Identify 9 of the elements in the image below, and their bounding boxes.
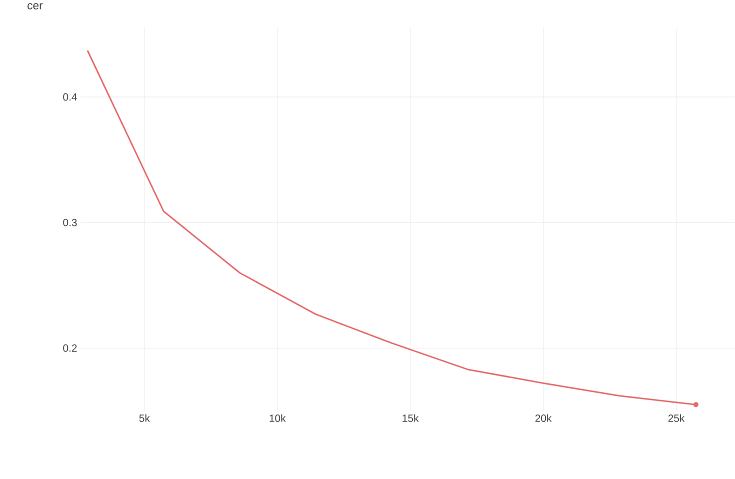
x-tick-label: 20k: [535, 414, 552, 422]
chart-title: cer: [28, 3, 43, 10]
x-tick-label: 10k: [270, 414, 286, 422]
x-tick-label: 15k: [402, 414, 419, 422]
x-tick-label: 25k: [668, 414, 685, 422]
y-tick-label: 0.2: [63, 344, 77, 352]
y-tick-label: 0.4: [63, 93, 77, 101]
x-tick-label: 5k: [139, 414, 150, 422]
y-tick-label: 0.3: [63, 218, 77, 226]
